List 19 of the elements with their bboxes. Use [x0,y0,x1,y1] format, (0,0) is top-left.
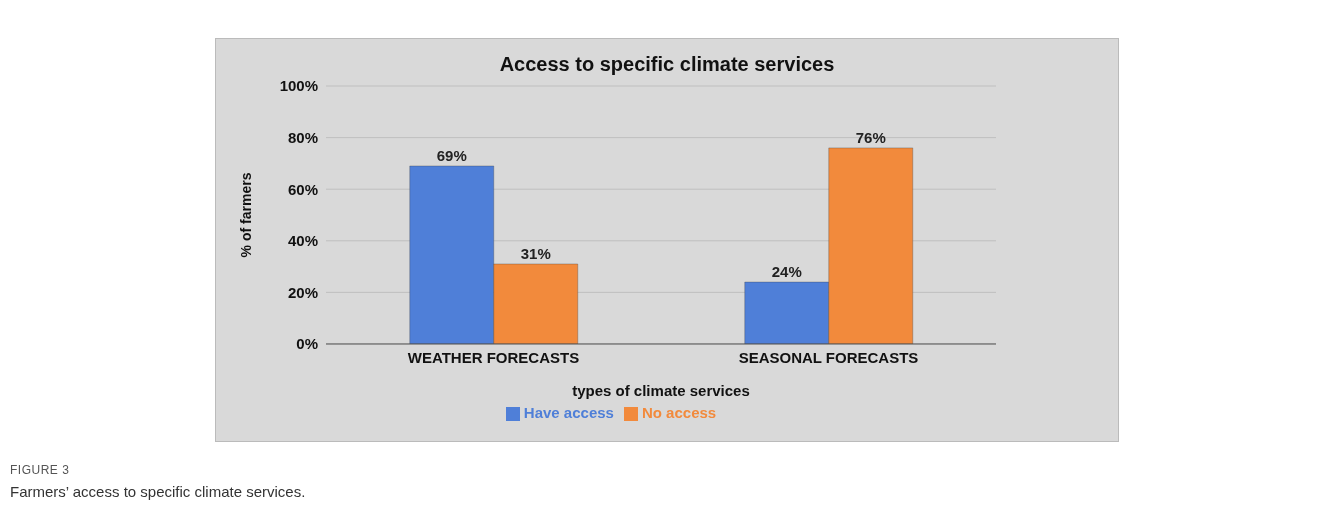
y-tick-label: 60% [287,180,318,198]
y-tick-label: 80% [287,128,318,146]
legend-label: Have access [523,403,614,421]
x-axis-title: types of climate services [572,381,750,399]
data-label: 69% [436,146,467,164]
x-tick-label: SEASONAL FORECASTS [738,348,919,366]
y-tick-label: 0% [296,335,318,353]
data-label: 24% [771,263,802,281]
legend-label: No access [641,403,717,421]
y-axis-title: % of farmers [237,172,254,258]
x-tick-label: WEATHER FORECASTS [407,348,580,366]
chart-title: Access to specific climate services [498,53,836,76]
y-tick-label: 100% [279,77,318,95]
text: Farmers’ access to specific climate services. [10,483,306,500]
caption: FIGURE 3 [10,463,70,477]
data-label: 76% [855,128,886,146]
y-tick-label: 20% [287,283,318,301]
y-tick-label: 40% [287,232,318,250]
data-label: 31% [520,245,551,262]
